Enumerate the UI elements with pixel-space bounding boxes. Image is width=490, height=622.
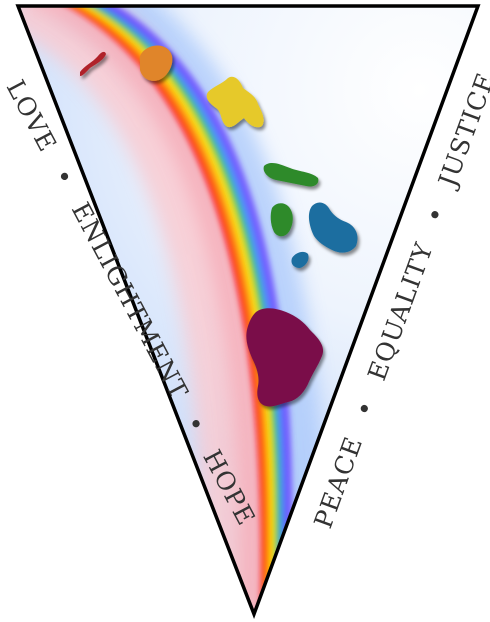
right-motto-separator: • xyxy=(420,202,453,227)
left-motto-separator: • xyxy=(48,163,81,191)
right-motto-separator: • xyxy=(349,396,382,421)
right-motto-word-peace: PEACE xyxy=(308,432,368,532)
